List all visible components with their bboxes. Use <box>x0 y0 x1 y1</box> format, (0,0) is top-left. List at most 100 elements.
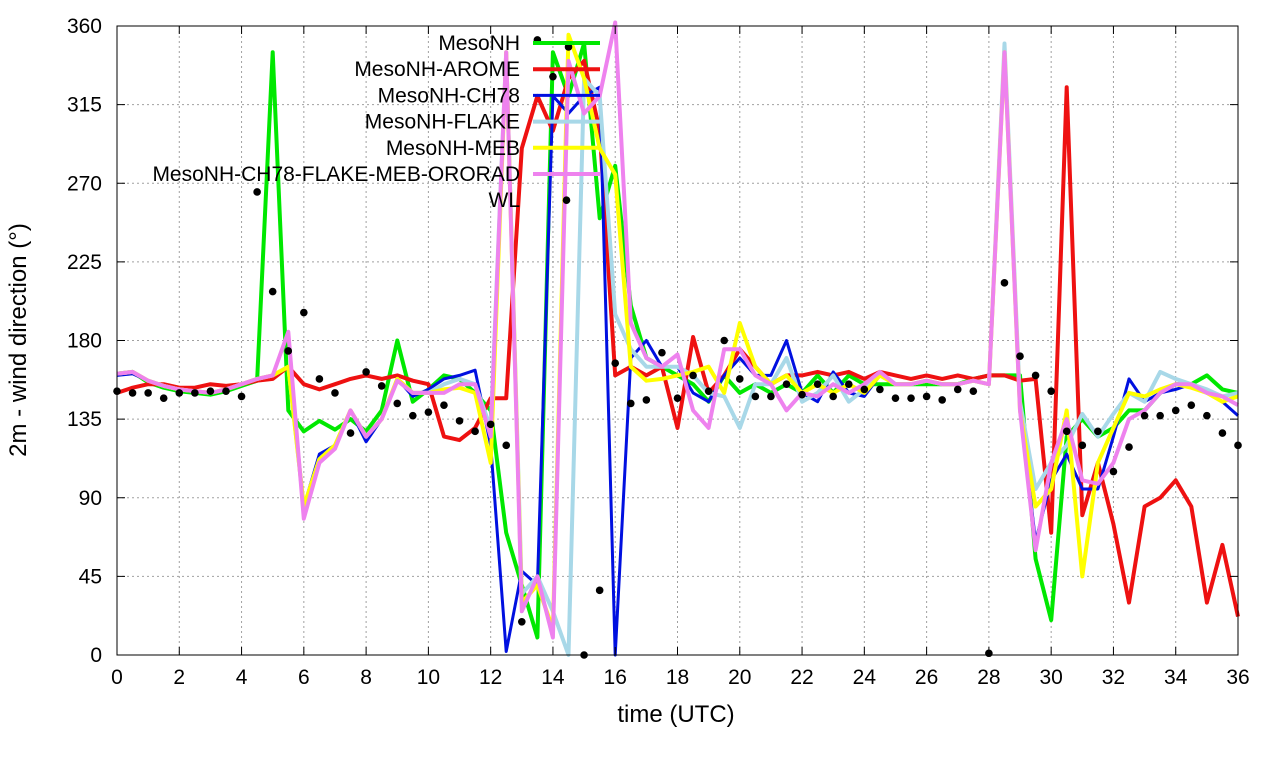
legend-label: MesoNH-FLAKE <box>365 111 520 134</box>
series-wl <box>113 36 1242 659</box>
y-tick-label: 180 <box>67 330 102 353</box>
data-point <box>424 408 433 416</box>
y-tick-label: 360 <box>67 15 102 38</box>
data-point <box>175 389 184 397</box>
x-tick-label: 10 <box>417 666 440 689</box>
data-point <box>1094 427 1102 436</box>
data-point <box>315 375 324 383</box>
data-point <box>191 389 199 397</box>
data-point <box>331 389 339 397</box>
y-tick-label: 225 <box>67 251 102 274</box>
legend-label: MesoNH <box>438 32 520 55</box>
data-point <box>969 387 978 395</box>
x-tick-label: 0 <box>111 666 123 689</box>
data-point <box>502 441 511 450</box>
legend-label: WL <box>489 189 521 212</box>
data-point <box>798 390 806 399</box>
data-point <box>876 385 884 394</box>
data-point <box>268 287 277 296</box>
x-tick-label: 8 <box>360 666 372 689</box>
legend-label: MesoNH-CH78 <box>378 84 520 107</box>
legend-swatch <box>562 196 571 204</box>
data-point <box>284 347 293 355</box>
data-point <box>689 371 697 380</box>
data-point <box>813 380 822 388</box>
data-point <box>1047 387 1055 395</box>
legend-label: MesoNH-MEB <box>386 137 520 160</box>
x-tick-label: 28 <box>977 666 1000 689</box>
data-point <box>346 429 355 437</box>
data-point <box>362 368 370 376</box>
data-point <box>891 394 900 402</box>
y-tick-label: 315 <box>67 94 102 117</box>
x-tick-label: 26 <box>915 666 938 689</box>
data-point <box>611 359 620 368</box>
data-point <box>860 385 869 394</box>
data-point <box>642 396 651 404</box>
data-point <box>564 43 573 51</box>
x-tick-label: 24 <box>853 666 877 689</box>
y-axis-label: 2m - wind direction (°) <box>5 223 32 457</box>
data-point <box>782 380 791 388</box>
data-point <box>735 375 744 383</box>
y-tick-label: 90 <box>79 487 102 510</box>
x-tick-label: 36 <box>1226 666 1249 689</box>
data-point <box>907 394 915 402</box>
data-point <box>377 382 386 390</box>
x-tick-label: 34 <box>1164 666 1188 689</box>
data-point <box>595 586 604 595</box>
data-point <box>829 392 837 401</box>
data-point <box>1078 441 1087 450</box>
data-point <box>409 411 417 420</box>
data-point <box>938 396 946 404</box>
x-tick-label: 4 <box>236 666 248 689</box>
x-tick-label: 2 <box>173 666 185 689</box>
y-tick-label: 135 <box>67 408 102 431</box>
data-point <box>673 394 682 402</box>
x-tick-label: 16 <box>604 666 627 689</box>
data-point <box>471 427 479 436</box>
data-point <box>300 308 308 317</box>
x-tick-label: 30 <box>1039 666 1062 689</box>
data-point <box>393 399 402 408</box>
x-tick-label: 32 <box>1102 666 1125 689</box>
data-point <box>1016 352 1024 361</box>
data-point <box>455 417 464 425</box>
data-point <box>953 385 962 394</box>
data-point <box>549 72 557 81</box>
series-group <box>113 20 1242 659</box>
data-point <box>440 401 448 409</box>
data-point <box>518 618 526 626</box>
legend-label: MesoNH-CH78-FLAKE-MEB-ORORAD <box>152 163 520 186</box>
data-point <box>144 389 152 397</box>
x-tick-label: 18 <box>666 666 689 689</box>
series-line-mesonh-arome <box>116 58 1240 618</box>
data-point <box>704 387 713 395</box>
data-point <box>222 387 230 395</box>
data-point <box>1031 371 1040 380</box>
y-tick-label: 45 <box>79 565 102 588</box>
data-point <box>1218 429 1227 437</box>
data-point <box>237 392 246 401</box>
data-point <box>658 348 666 357</box>
data-point <box>253 188 261 196</box>
x-axis-label: time (UTC) <box>617 701 734 728</box>
data-point <box>751 392 760 401</box>
x-tick-label: 6 <box>298 666 310 689</box>
data-point <box>720 336 729 345</box>
y-tick-label: 0 <box>90 644 102 667</box>
data-point <box>1125 443 1133 451</box>
x-tick-label: 14 <box>541 666 565 689</box>
data-point <box>1062 427 1071 436</box>
axis-ticks: 0 2 4 6 8 10 12 14 16 18 20 22 24 26 28 30 32 34 360459013… <box>67 15 1250 689</box>
data-point <box>1109 467 1118 476</box>
data-point <box>159 394 168 402</box>
data-point <box>767 392 775 401</box>
data-point <box>128 389 137 397</box>
data-point <box>486 420 495 429</box>
data-point <box>626 399 635 408</box>
data-point <box>206 387 215 395</box>
data-point <box>1171 406 1180 415</box>
x-tick-label: 12 <box>479 666 502 689</box>
